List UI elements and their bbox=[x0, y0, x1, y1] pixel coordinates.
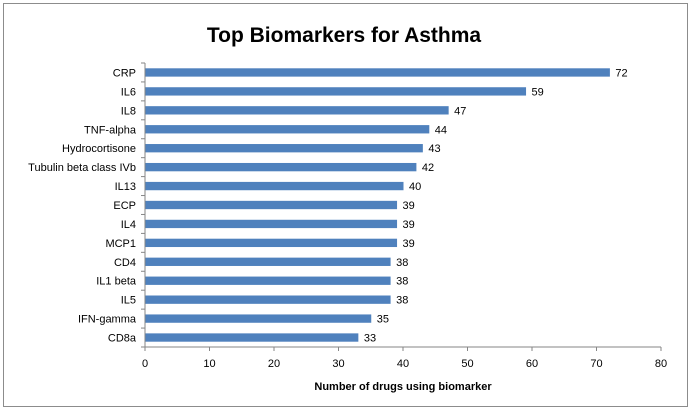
data-label: 43 bbox=[428, 143, 440, 155]
bar bbox=[145, 276, 391, 285]
category-label: IL13 bbox=[115, 181, 136, 193]
x-tick-label: 10 bbox=[203, 358, 215, 370]
bar bbox=[145, 68, 610, 77]
data-label: 42 bbox=[422, 162, 434, 174]
x-tick-label: 30 bbox=[332, 358, 344, 370]
x-tick-label: 0 bbox=[142, 358, 148, 370]
bar bbox=[145, 106, 449, 115]
bar bbox=[145, 125, 430, 134]
x-tick-label: 70 bbox=[590, 358, 602, 370]
category-label: Tubulin beta class IVb bbox=[28, 162, 136, 174]
data-label: 35 bbox=[377, 314, 389, 326]
category-label: MCP1 bbox=[105, 238, 136, 250]
category-label: Hydrocortisone bbox=[62, 143, 136, 155]
data-label: 44 bbox=[435, 124, 447, 136]
data-label: 72 bbox=[615, 67, 627, 79]
category-label: IL8 bbox=[121, 105, 136, 117]
bar bbox=[145, 181, 404, 191]
bar bbox=[145, 238, 398, 248]
category-label: CD4 bbox=[114, 257, 136, 269]
data-label: 39 bbox=[403, 219, 415, 231]
bar bbox=[145, 144, 423, 153]
data-label: 38 bbox=[396, 276, 408, 288]
bar bbox=[145, 314, 372, 323]
x-tick-label: 20 bbox=[268, 358, 280, 370]
category-label: ECP bbox=[113, 200, 136, 212]
bar bbox=[145, 333, 359, 342]
plot-area: CRP 72 IL6 59 IL8 47 TNF-alpha 44 Hydrocortisone… bbox=[28, 62, 667, 370]
category-label: CRP bbox=[113, 67, 136, 79]
data-label: 33 bbox=[364, 333, 376, 345]
bar bbox=[145, 257, 391, 266]
category-label: CD8a bbox=[108, 333, 137, 345]
category-label: TNF-alpha bbox=[84, 124, 137, 136]
bar-chart: Top Biomarkers for Asthma CRP 72 IL6 59 IL8 4… bbox=[28, 24, 667, 393]
data-label: 40 bbox=[409, 181, 421, 193]
data-label: 38 bbox=[396, 257, 408, 269]
data-label: 39 bbox=[403, 200, 415, 212]
data-label: 47 bbox=[454, 105, 466, 117]
category-label: IL4 bbox=[121, 219, 136, 231]
category-label: IL5 bbox=[121, 295, 136, 307]
bar bbox=[145, 200, 398, 210]
category-label: IFN-gamma bbox=[78, 314, 137, 326]
data-label: 59 bbox=[532, 86, 544, 98]
x-tick-label: 40 bbox=[397, 358, 409, 370]
bar bbox=[145, 219, 398, 229]
x-tick-label: 50 bbox=[461, 358, 473, 370]
chart-frame: Top Biomarkers for Asthma CRP 72 IL6 59 IL8 4… bbox=[3, 3, 688, 407]
x-tick-label: 60 bbox=[526, 358, 538, 370]
data-label: 38 bbox=[396, 295, 408, 307]
bar bbox=[145, 162, 417, 172]
x-tick-label: 80 bbox=[655, 358, 667, 370]
category-label: IL1 beta bbox=[96, 276, 137, 288]
data-label: 39 bbox=[403, 238, 415, 250]
bar bbox=[145, 87, 527, 96]
category-label: IL6 bbox=[121, 86, 136, 98]
chart-title: Top Biomarkers for Asthma bbox=[207, 24, 482, 47]
bar bbox=[145, 295, 391, 304]
x-axis-label: Number of drugs using biomarker bbox=[314, 381, 492, 393]
